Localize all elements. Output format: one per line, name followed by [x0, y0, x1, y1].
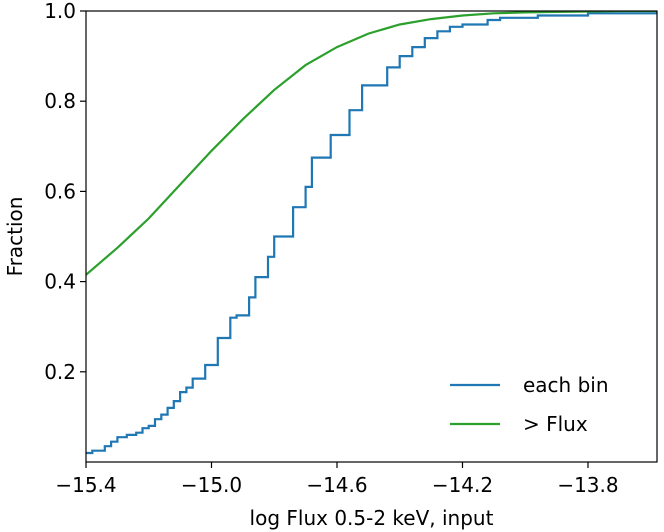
y-axis-ticks: 0.2 0.4 0.6 0.8 1.0	[44, 0, 86, 384]
y-tick-label: 0.8	[44, 89, 76, 113]
series-line-flux	[86, 11, 657, 276]
y-axis-label: Fraction	[3, 197, 27, 277]
legend: each bin > Flux	[450, 373, 609, 436]
x-axis-ticks: −15.4 −15.0 −14.6 −14.2 −13.8	[55, 462, 619, 497]
x-tick-label: −14.2	[432, 473, 493, 497]
y-tick-label: 1.0	[44, 0, 76, 23]
series-line-each-bin	[86, 11, 657, 455]
legend-each-bin-label: each bin	[523, 373, 609, 397]
plot-frame	[85, 10, 658, 463]
y-tick-label: 0.6	[44, 179, 76, 203]
y-tick-label: 0.4	[44, 270, 76, 294]
x-axis-label: log Flux 0.5-2 keV, input	[250, 506, 494, 530]
x-tick-label: −14.6	[306, 473, 367, 497]
x-tick-label: −15.0	[181, 473, 242, 497]
legend-flux-label: > Flux	[523, 412, 588, 436]
series-layer	[86, 11, 657, 455]
y-tick-label: 0.2	[44, 360, 76, 384]
x-tick-label: −15.4	[55, 473, 116, 497]
x-tick-label: −13.8	[557, 473, 618, 497]
